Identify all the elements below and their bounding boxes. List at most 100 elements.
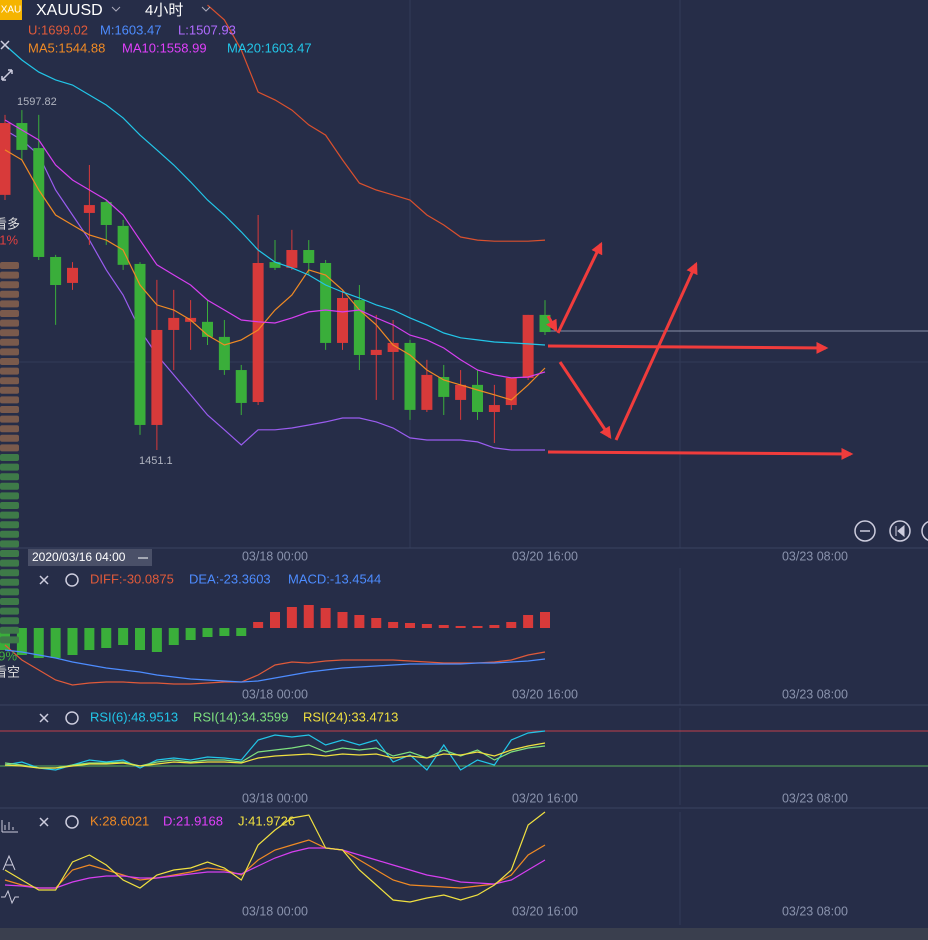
candle-body bbox=[269, 262, 281, 268]
macd-bar bbox=[168, 628, 179, 645]
candle-body bbox=[100, 202, 112, 225]
symbol[interactable]: XAUUSD bbox=[36, 2, 103, 19]
macd-bar bbox=[388, 622, 399, 628]
legend-ma10: MA10:1558.99 bbox=[122, 40, 207, 55]
gauge-cell bbox=[0, 262, 19, 269]
macd-bar bbox=[438, 625, 449, 628]
macd-bar bbox=[16, 628, 27, 655]
gauge-cell bbox=[0, 290, 19, 298]
gauge-cell bbox=[0, 329, 19, 337]
candle-body bbox=[252, 262, 264, 403]
sentiment-gauge bbox=[0, 262, 19, 644]
gauge-cell bbox=[0, 521, 19, 529]
gauge-cell bbox=[0, 559, 19, 567]
boll-line bbox=[4, 129, 545, 451]
time-label: 03/23 08:00 bbox=[782, 904, 848, 918]
macd-bar bbox=[118, 628, 129, 645]
gauge-cell bbox=[0, 569, 19, 577]
candle-body bbox=[522, 314, 534, 378]
gear[interactable] bbox=[65, 711, 79, 725]
gauge-cell bbox=[0, 626, 19, 634]
badge bbox=[0, 0, 22, 20]
plot bbox=[0, 4, 928, 903]
rsi24-label: RSI(24):33.4713 bbox=[303, 709, 398, 724]
macd-bar bbox=[472, 626, 483, 628]
gauge-cell bbox=[0, 530, 19, 538]
gauge-cell bbox=[0, 406, 19, 413]
time-label: 03/23 08:00 bbox=[782, 791, 848, 805]
candle-body bbox=[438, 376, 450, 397]
gauge-cell bbox=[0, 607, 19, 615]
more[interactable] bbox=[921, 521, 928, 541]
d-label: D:21.9168 bbox=[163, 813, 223, 828]
zoom-out[interactable] bbox=[854, 520, 876, 542]
gauge-cell bbox=[0, 463, 19, 471]
time-label: 03/23 08:00 bbox=[782, 687, 848, 701]
legend-l: L:1507.93 bbox=[178, 22, 236, 37]
gauge-cell bbox=[0, 434, 19, 442]
gauge-cell bbox=[0, 338, 19, 346]
annotations bbox=[546, 241, 854, 460]
gauge-cell bbox=[0, 271, 19, 279]
gear[interactable] bbox=[65, 573, 79, 587]
candle-body bbox=[421, 374, 433, 410]
macd-bar bbox=[371, 618, 382, 628]
draw-icon[interactable] bbox=[2, 854, 16, 871]
candle-body bbox=[387, 342, 399, 352]
gauge-cell bbox=[0, 636, 19, 644]
candle-body bbox=[16, 123, 28, 150]
rsi6-label: RSI(6):48.9513 bbox=[90, 709, 178, 724]
candle-body bbox=[33, 148, 45, 257]
gauge-cell bbox=[0, 348, 19, 356]
macd-bar bbox=[405, 623, 415, 628]
gauge-cell bbox=[0, 396, 19, 404]
wave-icon[interactable] bbox=[1, 889, 19, 905]
candle-body bbox=[370, 349, 382, 355]
candle-body bbox=[472, 384, 483, 412]
gauge-cell bbox=[0, 425, 19, 433]
gauge-cell bbox=[0, 511, 19, 519]
macd-bar bbox=[50, 628, 61, 658]
time-axes: 03/18 00:00 03/20 16:00 03/23 08:00 03/18 0… bbox=[242, 549, 848, 918]
chart-icon[interactable] bbox=[1, 820, 18, 833]
gauge-cell bbox=[0, 473, 19, 481]
gauge-cell bbox=[0, 386, 19, 394]
macd-bar bbox=[303, 605, 314, 628]
rsi-line bbox=[4, 742, 546, 769]
macd-bar bbox=[84, 628, 95, 650]
dea-line bbox=[4, 649, 546, 683]
badge-text: XAU bbox=[1, 5, 22, 16]
hover-box bbox=[28, 549, 152, 566]
rewind[interactable] bbox=[889, 520, 911, 542]
k-label: K:28.6021 bbox=[90, 813, 149, 828]
period[interactable]: 4小时 bbox=[145, 2, 183, 19]
dea-label: DEA:-23.3603 bbox=[189, 571, 271, 586]
gauge-cell bbox=[0, 319, 19, 327]
candle-body bbox=[83, 205, 95, 213]
gauge-cell bbox=[0, 358, 19, 365]
long-pct: 51% bbox=[0, 232, 18, 247]
macd-bar bbox=[202, 628, 213, 637]
time-label: 03/18 00:00 bbox=[242, 549, 308, 563]
candle-body bbox=[505, 377, 517, 406]
collapse-icon[interactable] bbox=[1, 69, 13, 81]
macd-bar bbox=[236, 628, 247, 636]
legend-u: U:1699.02 bbox=[28, 22, 88, 37]
candle-body bbox=[235, 370, 247, 403]
gear[interactable] bbox=[65, 815, 79, 829]
rsi14-label: RSI(14):34.3599 bbox=[193, 709, 288, 724]
candle-body bbox=[455, 384, 467, 400]
close-icons[interactable] bbox=[39, 575, 49, 827]
candle-body bbox=[539, 314, 551, 333]
chevron bbox=[201, 6, 211, 12]
gauge-cell bbox=[0, 492, 19, 500]
time-label: 03/20 16:00 bbox=[512, 549, 578, 563]
macd-bar bbox=[135, 628, 145, 650]
gauge-cell bbox=[0, 588, 19, 596]
short-label: 看空 bbox=[0, 664, 20, 679]
close-icon[interactable] bbox=[0, 40, 10, 50]
candle-body bbox=[151, 329, 163, 425]
candle-body bbox=[117, 225, 129, 265]
time-label: 03/18 00:00 bbox=[242, 791, 308, 805]
